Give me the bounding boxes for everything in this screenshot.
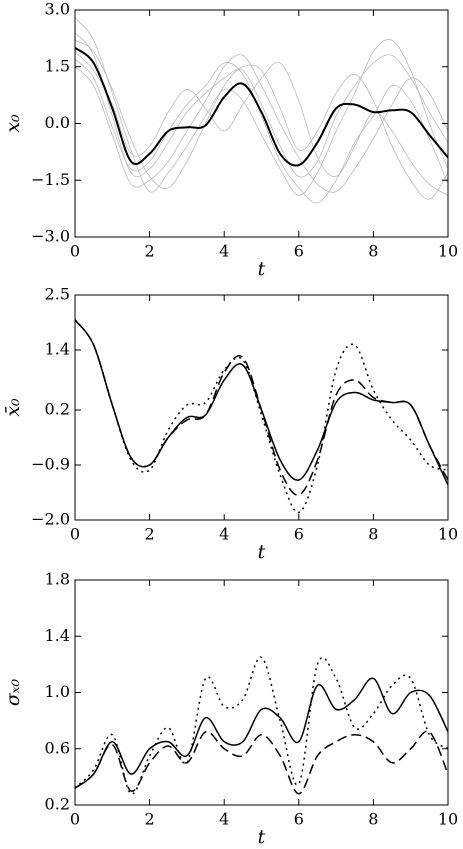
series-line: [75, 319, 448, 496]
y-tick-label: 2.5: [45, 285, 70, 304]
x-tick-label: 0: [70, 525, 80, 544]
axes-frame: [74, 579, 449, 806]
x-tick-label: 0: [70, 810, 80, 829]
x-tick-label: 2: [145, 525, 155, 544]
x-tick-label: 8: [368, 525, 378, 544]
x-tick-label: 8: [368, 242, 378, 261]
y-tick-label: 1.0: [45, 682, 70, 701]
x-tick-label: 10: [438, 525, 458, 544]
y-tick-label: −2.0: [31, 510, 70, 529]
series-line: [75, 319, 448, 486]
series-line: [75, 54, 448, 193]
x-tick-label: 10: [438, 242, 458, 261]
series-line: [75, 32, 448, 178]
y-tick-label: −0.9: [31, 455, 70, 474]
x-axis-label: t: [258, 258, 266, 280]
y-tick-label: 1.4: [45, 626, 70, 645]
x-tick-label: 4: [219, 810, 229, 829]
series-line: [75, 58, 448, 204]
y-axis-label: σₓ₀: [2, 678, 24, 706]
x-tick-label: 8: [368, 810, 378, 829]
x-tick-label: 6: [294, 525, 304, 544]
x-tick-label: 6: [294, 810, 304, 829]
y-axis-label: x̄₀: [2, 398, 24, 417]
series-line: [75, 730, 448, 795]
y-tick-label: 0.2: [45, 400, 70, 419]
y-tick-label: 0.6: [45, 738, 70, 757]
x-axis-label: t: [258, 826, 266, 848]
x-tick-label: 6: [294, 242, 304, 261]
x-tick-label: 4: [219, 525, 229, 544]
axes-frame: [74, 9, 449, 238]
y-tick-label: 1.8: [45, 570, 70, 589]
x-tick-label: 0: [70, 242, 80, 261]
series-line: [75, 47, 448, 167]
y-tick-label: 0.0: [45, 113, 70, 132]
series-line: [75, 677, 448, 789]
series-line: [75, 17, 448, 196]
x-tick-label: 4: [219, 242, 229, 261]
x-tick-label: 10: [438, 810, 458, 829]
x-tick-label: 2: [145, 242, 155, 261]
y-tick-label: 3.0: [45, 0, 70, 19]
x-axis-label: t: [258, 541, 266, 563]
y-tick-label: 1.5: [45, 56, 70, 75]
x-tick-label: 2: [145, 810, 155, 829]
y-tick-label: −1.5: [31, 170, 70, 189]
y-axis-label: x₀: [2, 114, 24, 133]
y-tick-label: 0.2: [45, 795, 70, 814]
series-line: [75, 39, 448, 200]
series-line: [75, 319, 448, 514]
series-line: [75, 51, 448, 196]
y-tick-label: −3.0: [31, 227, 70, 246]
y-tick-label: 1.4: [45, 340, 70, 359]
axes-frame: [74, 294, 449, 521]
